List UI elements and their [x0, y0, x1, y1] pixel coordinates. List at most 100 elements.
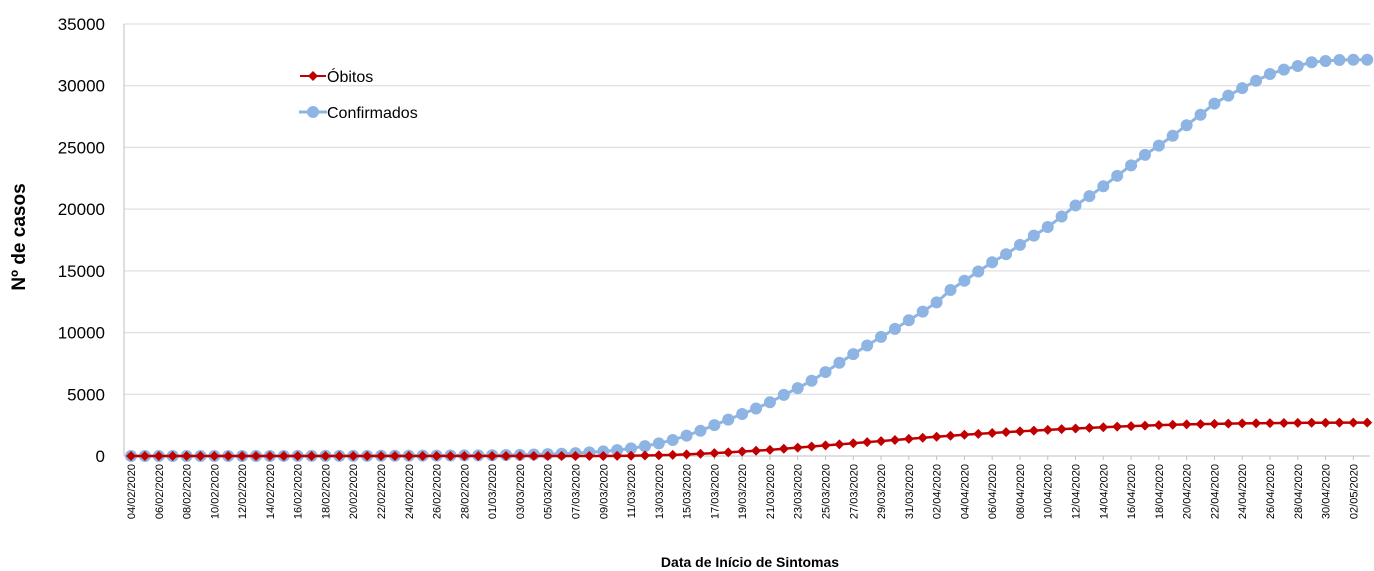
x-tick-label: 05/03/2020 — [543, 464, 555, 519]
y-tick-label: 15000 — [58, 262, 105, 281]
x-tick-label: 17/03/2020 — [709, 464, 721, 519]
y-axis-title: Nº de casos — [9, 183, 30, 290]
obitos-point — [1140, 421, 1150, 431]
gridlines — [124, 24, 1370, 394]
obitos-point — [737, 447, 747, 457]
obitos-point — [751, 446, 761, 456]
x-axis-ticks: 04/02/2020 06/02/2020 08/02/2020 10/02/2020… — [126, 456, 1360, 519]
obitos-point — [1112, 422, 1122, 432]
obitos-point — [1321, 418, 1331, 428]
x-tick-label: 18/02/2020 — [320, 464, 332, 519]
x-tick-label: 02/05/2020 — [1348, 464, 1360, 519]
x-tick-label: 14/04/2020 — [1098, 464, 1110, 519]
x-tick-label: 28/04/2020 — [1293, 464, 1305, 519]
obitos-point — [793, 443, 803, 453]
obitos-point — [973, 429, 983, 439]
obitos-point — [765, 445, 775, 455]
x-tick-label: 02/04/2020 — [932, 464, 944, 519]
x-tick-label: 22/04/2020 — [1209, 464, 1221, 519]
confirmados-point — [681, 430, 693, 442]
obitos-point — [640, 451, 650, 461]
obitos-point — [1126, 421, 1136, 431]
confirmados-point — [667, 434, 679, 446]
obitos-point — [821, 440, 831, 450]
x-tick-label: 10/04/2020 — [1043, 464, 1055, 519]
obitos-point — [1168, 420, 1178, 430]
confirmados-point — [861, 340, 873, 352]
x-tick-label: 04/04/2020 — [959, 464, 971, 519]
obitos-point — [1223, 419, 1233, 429]
obitos-point — [946, 431, 956, 441]
confirmados-point — [708, 419, 720, 431]
x-tick-label: 01/03/2020 — [487, 464, 499, 519]
x-tick-label: 26/02/2020 — [432, 464, 444, 519]
obitos-point — [1084, 423, 1094, 433]
x-tick-label: 16/04/2020 — [1126, 464, 1138, 519]
x-tick-label: 20/02/2020 — [348, 464, 360, 519]
confirmados-point — [736, 408, 748, 420]
obitos-point — [890, 435, 900, 445]
x-tick-label: 19/03/2020 — [737, 464, 749, 519]
confirmados-point — [1070, 199, 1082, 211]
legend-confirmados-marker — [307, 106, 319, 118]
y-tick-label: 10000 — [58, 324, 105, 343]
y-tick-label: 35000 — [58, 15, 105, 34]
obitos-point — [1196, 419, 1206, 429]
obitos-point — [1182, 419, 1192, 429]
confirmados-point — [653, 437, 665, 449]
x-tick-label: 20/04/2020 — [1182, 464, 1194, 519]
obitos-point — [1015, 426, 1025, 436]
x-tick-label: 18/04/2020 — [1154, 464, 1166, 519]
confirmados-point — [889, 323, 901, 335]
obitos-point — [1251, 418, 1261, 428]
obitos-point — [987, 428, 997, 438]
x-tick-label: 24/04/2020 — [1237, 464, 1249, 519]
y-tick-label: 20000 — [58, 200, 105, 219]
confirmados-point — [639, 440, 651, 452]
x-tick-label: 09/03/2020 — [598, 464, 610, 519]
x-tick-label: 16/02/2020 — [293, 464, 305, 519]
confirmados-point — [1195, 109, 1207, 121]
obitos-point — [932, 432, 942, 442]
obitos-point — [1029, 426, 1039, 436]
obitos-point — [862, 437, 872, 447]
confirmados-point — [847, 348, 859, 360]
x-tick-label: 06/02/2020 — [154, 464, 166, 519]
confirmados-point — [1292, 60, 1304, 72]
confirmados-point — [1222, 90, 1234, 102]
confirmados-point — [722, 414, 734, 426]
legend-confirmados-label: Confirmados — [327, 105, 418, 122]
obitos-point — [1265, 418, 1275, 428]
confirmados-point — [833, 357, 845, 369]
confirmados-point — [1208, 98, 1220, 110]
confirmados-point — [1097, 180, 1109, 192]
legend-item-obitos: Óbitos — [300, 67, 373, 86]
obitos-point — [709, 448, 719, 458]
obitos-point — [807, 441, 817, 451]
confirmados-point — [1111, 170, 1123, 182]
x-tick-label: 04/02/2020 — [126, 464, 138, 519]
x-tick-label: 08/04/2020 — [1015, 464, 1027, 519]
confirmados-point — [1181, 119, 1193, 131]
confirmados-point — [820, 366, 832, 378]
obitos-point — [1362, 418, 1372, 428]
confirmados-point — [903, 314, 915, 326]
confirmados-point — [1361, 54, 1373, 66]
confirmados-point — [1125, 159, 1137, 171]
confirmados-point — [958, 275, 970, 287]
obitos-point — [1154, 420, 1164, 430]
x-tick-label: 11/03/2020 — [626, 464, 638, 518]
x-tick-label: 07/03/2020 — [570, 464, 582, 519]
obitos-point — [876, 436, 886, 446]
obitos-point — [1071, 423, 1081, 433]
obitos-point — [1293, 418, 1303, 428]
x-tick-label: 06/04/2020 — [987, 464, 999, 519]
x-tick-label: 30/04/2020 — [1321, 464, 1333, 519]
obitos-point — [1237, 418, 1247, 428]
series-obitos — [126, 418, 1372, 461]
confirmados-point — [945, 284, 957, 296]
confirmados-point — [1347, 54, 1359, 66]
x-tick-label: 22/02/2020 — [376, 464, 388, 519]
confirmados-point — [972, 265, 984, 277]
